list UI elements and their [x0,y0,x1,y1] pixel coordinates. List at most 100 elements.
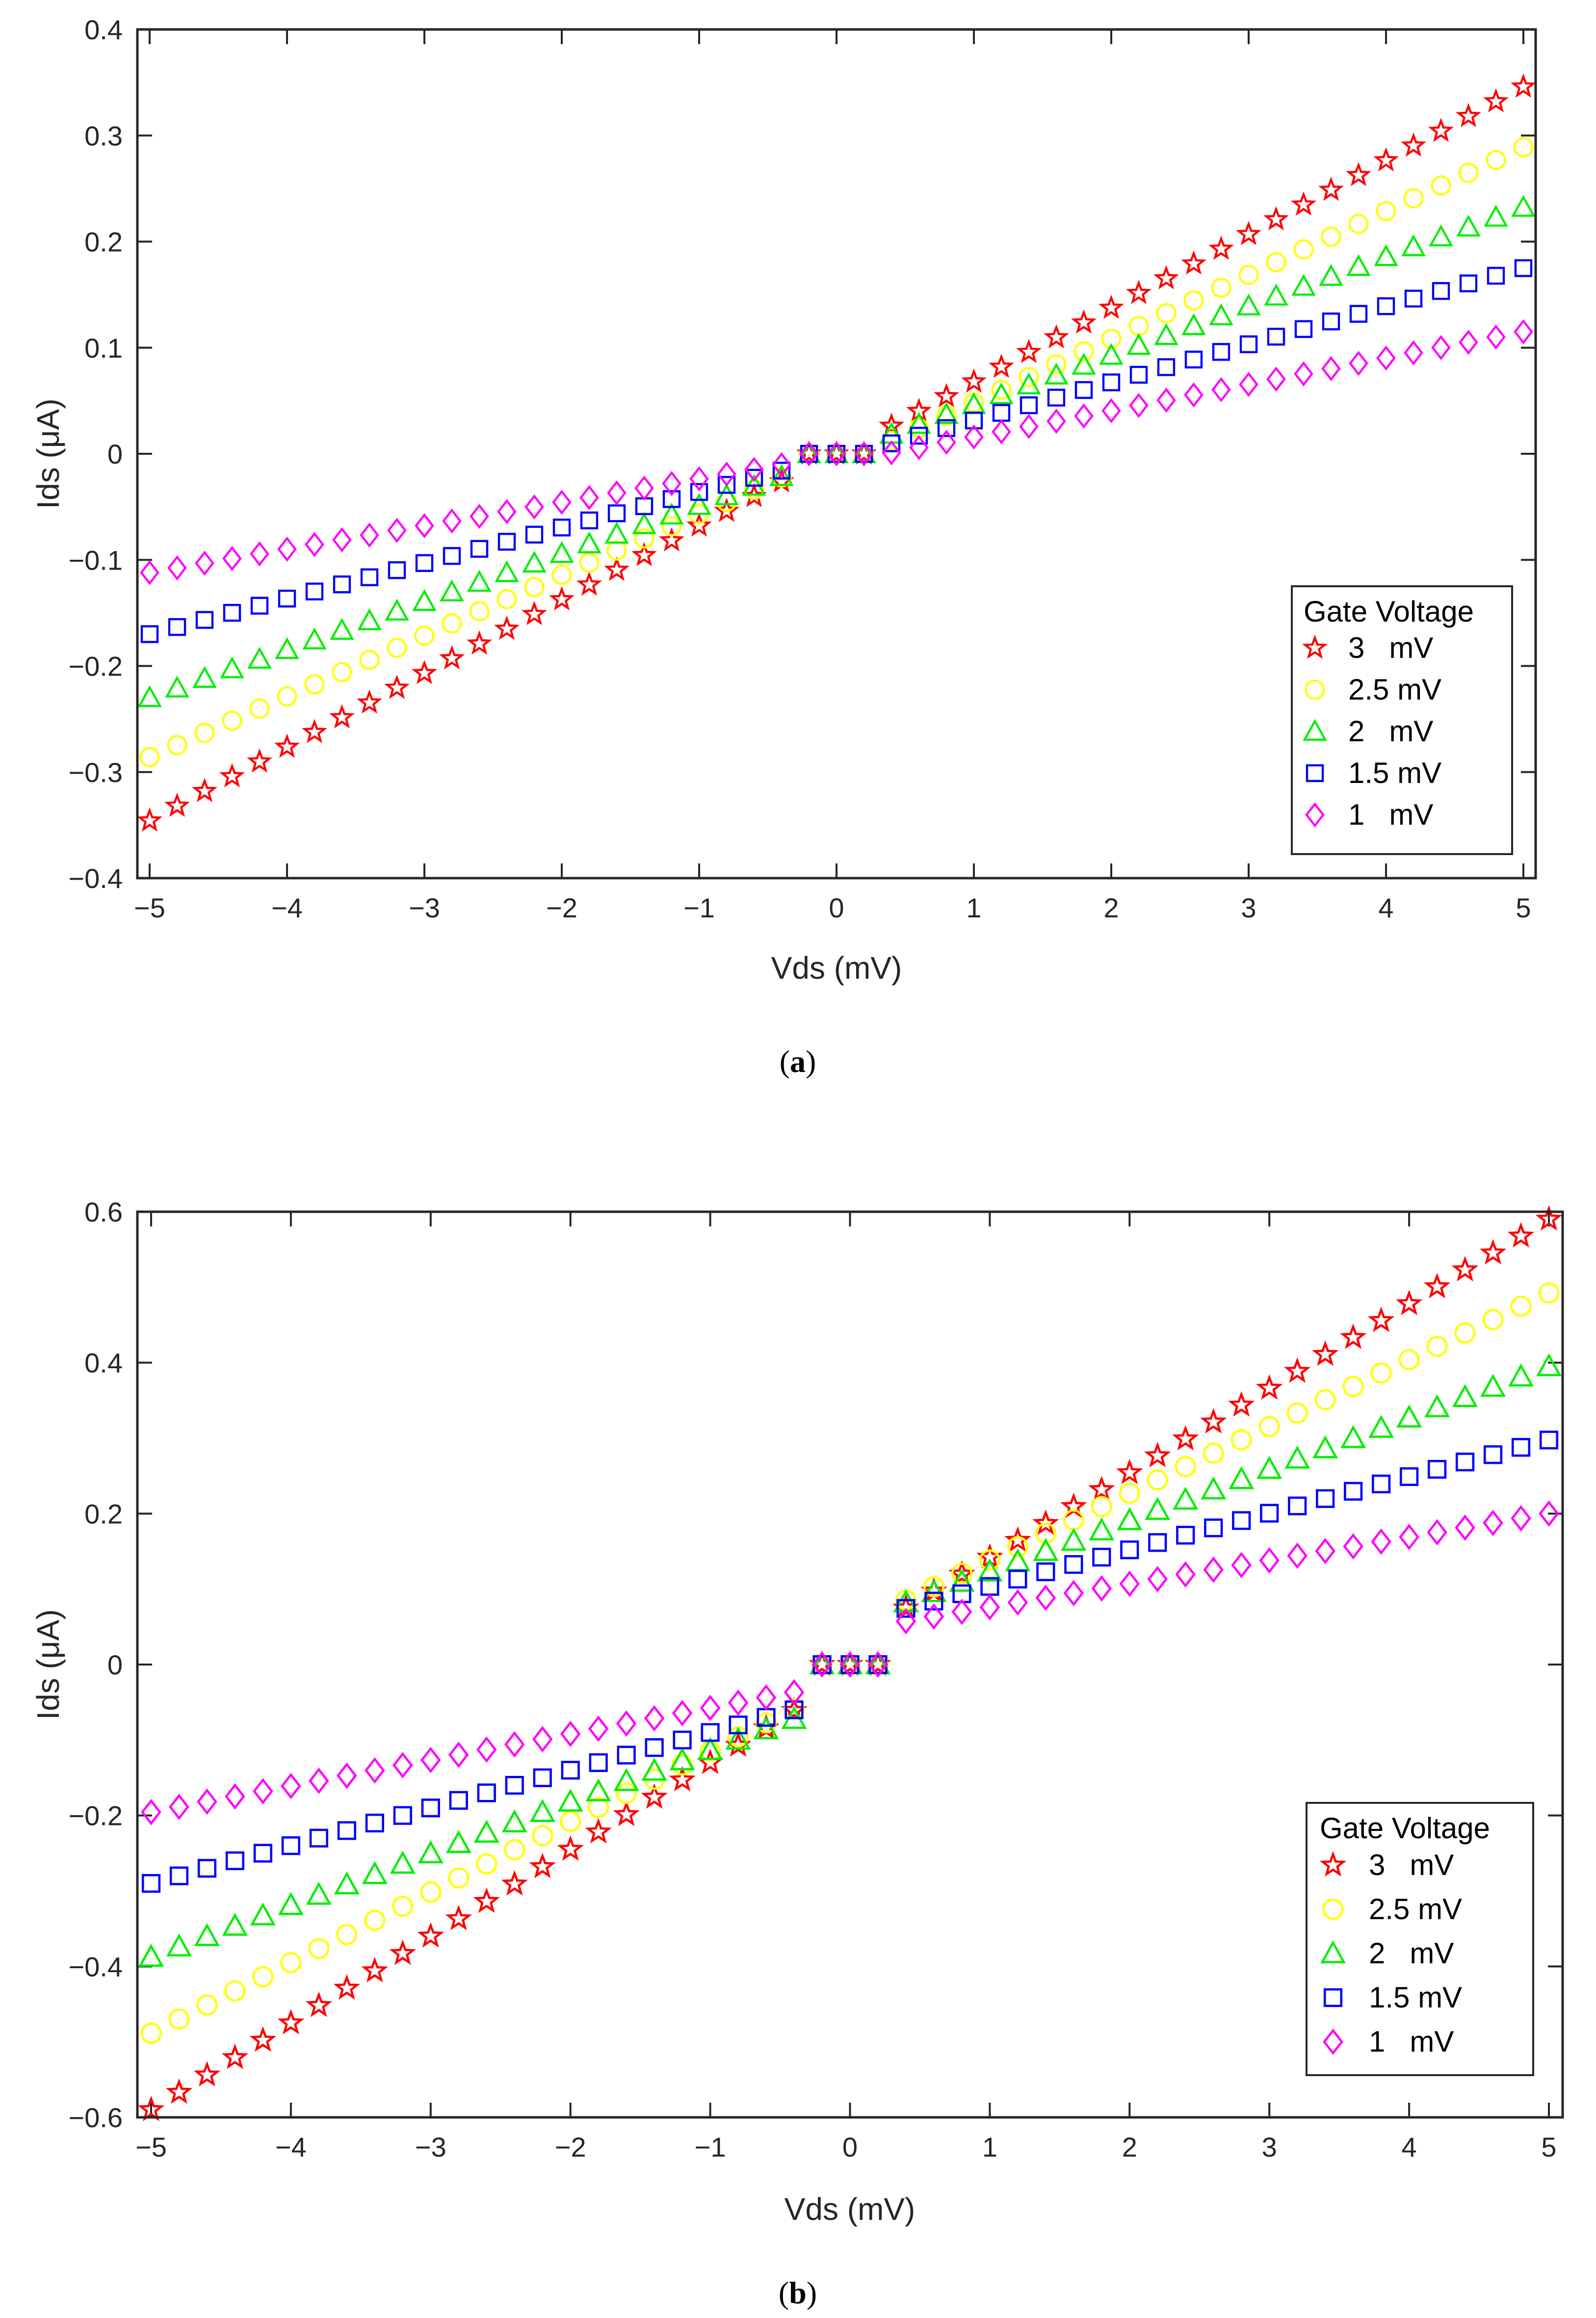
data-point [669,1766,696,1792]
data-point [977,1558,1003,1582]
data-point [951,1598,972,1625]
data-point [1211,277,1231,298]
caption-b: (b) [779,2275,817,2310]
series-star [136,73,1537,832]
data-point [449,1791,468,1810]
data-point [551,565,572,585]
data-point [364,1909,386,1931]
data-point [1019,367,1039,388]
data-point [1181,313,1206,336]
data-point [1016,339,1042,364]
data-point [1455,1453,1475,1472]
data-point [385,599,409,621]
data-point [588,1797,609,1818]
data-point [308,1938,330,1959]
data-point [1019,414,1039,439]
data-point [1074,381,1093,399]
data-point [1319,264,1343,286]
data-point [1513,137,1534,157]
legend-entry: 1 mV [1323,2025,1454,2058]
data-point [1091,1496,1112,1517]
series-diamond [141,1500,1559,1825]
data-point [445,1830,471,1853]
data-point [1204,1518,1223,1537]
data-point [588,1716,609,1742]
y-tick-label: 0.1 [84,333,123,364]
data-point [579,552,600,573]
data-point [669,1747,695,1771]
data-point [336,1924,358,1945]
legend-entry: 1 mV [1305,798,1433,831]
data-point [529,1852,556,1878]
data-point [250,1902,276,1926]
data-point [250,541,269,567]
data-point [1035,1522,1056,1544]
series-diamond [140,319,1533,585]
data-point [1398,1349,1420,1371]
data-point [1346,254,1371,276]
data-point [1401,234,1426,257]
y-tick-label: −0.1 [68,545,123,575]
data-point [1236,221,1261,245]
data-point [1047,389,1066,407]
data-point [1267,328,1285,346]
data-point [1483,88,1509,113]
data-point [1184,382,1204,408]
data-point [473,1820,499,1843]
data-point [392,1895,414,1917]
data-point [522,550,547,573]
y-tick-labels: −0.4 −0.3 −0.2 −0.1 0 0.1 0.2 0.3 0.4 [68,14,123,894]
data-point [365,1813,384,1833]
data-point [278,589,296,608]
data-point [302,627,327,650]
data-point [497,589,517,609]
data-point [552,519,571,537]
data-point [497,533,516,551]
data-point [1454,1322,1476,1344]
data-point [501,1809,527,1833]
data-point [476,1853,497,1875]
y-tick-label: 0.3 [84,120,123,151]
x-tick-label: 1 [966,892,981,923]
data-point [387,637,407,658]
data-point [756,1684,777,1711]
data-point [641,1783,668,1809]
data-point [1258,1416,1280,1437]
data-point [222,710,242,731]
data-point [1424,1394,1450,1417]
x-tick-label: −4 [271,892,303,923]
data-point [1311,1340,1339,1366]
data-point [1211,377,1231,402]
data-point [1119,1570,1140,1597]
caption-open-paren: ( [780,1044,790,1079]
data-point [140,2022,162,2044]
data-point [1173,1486,1199,1510]
data-point [332,662,352,682]
data-point [1032,1510,1059,1535]
data-point [225,1783,245,1810]
data-point [1036,1562,1055,1582]
data-point [607,480,627,506]
data-point [473,1887,500,1913]
legend-title: Gate Voltage [1304,595,1474,628]
data-point [1102,373,1121,391]
data-point [1376,345,1396,371]
data-point [1072,353,1096,375]
data-point [222,1913,248,1936]
data-point [1368,1415,1394,1438]
data-point [306,1881,332,1905]
data-point [165,2078,193,2104]
data-point [1007,1589,1028,1616]
data-point [1370,1362,1392,1384]
data-point [420,1881,442,1903]
data-point [440,579,464,601]
data-point [1020,396,1038,415]
data-point [224,1980,246,2002]
data-point [495,560,519,582]
data-point [1514,259,1533,277]
data-point [196,1994,218,2016]
data-point [827,441,846,467]
legend-label: 2.5 mV [1369,1893,1462,1926]
data-point [477,1783,496,1802]
square-marker-icon [1323,1988,1343,2007]
